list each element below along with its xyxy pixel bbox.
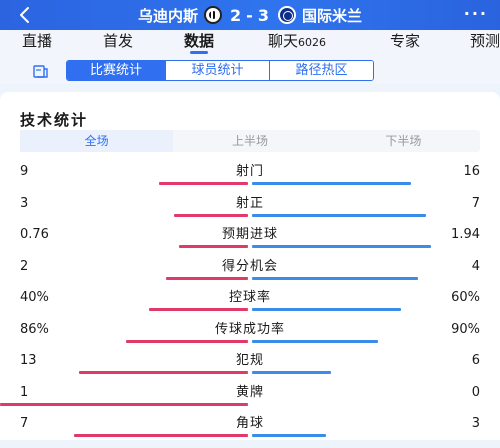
away-team-logo-icon [277, 6, 296, 24]
stat-row: 13 犯规 6 [0, 353, 500, 385]
home-score: 2 [230, 5, 243, 25]
period-first-half[interactable]: 上半场 [231, 134, 268, 148]
home-stat-value: 0.76 [20, 227, 49, 242]
tab-chat-label: 聊天 [268, 32, 299, 50]
away-stat-value: 7 [471, 195, 480, 211]
tab-predict-label: 预测 [470, 32, 500, 50]
home-stat-bar [126, 339, 248, 343]
away-stat-value: 4 [471, 258, 480, 274]
stat-row: 0.76 预期进球 1.94 [0, 227, 500, 259]
stat-label: 射门 [235, 164, 264, 179]
stat-label: 控球率 [228, 290, 271, 305]
home-stat-value: 13 [20, 353, 37, 368]
home-team-logo-icon [204, 6, 223, 24]
period-second-half[interactable]: 下半场 [385, 134, 422, 148]
stat-label: 传球成功率 [214, 321, 285, 337]
away-stat-bar [252, 339, 378, 343]
away-stat-value: 3 [471, 416, 480, 431]
away-stat-bar [252, 434, 326, 437]
away-stat-bar [252, 245, 431, 248]
chat-count: 6026 [298, 36, 327, 49]
away-stat-value: 90% [451, 321, 480, 337]
stat-label: 得分机会 [221, 258, 278, 274]
home-team-name: 乌迪内斯 [138, 6, 199, 25]
away-stat-bar [252, 371, 331, 374]
home-stat-bar [174, 213, 248, 217]
away-stat-value: 60% [451, 290, 480, 305]
stat-row: 7 角球 3 [0, 416, 500, 448]
home-stat-value: 7 [20, 416, 29, 431]
stat-label: 角球 [235, 416, 264, 431]
main-tabs: 直播 首发 数据 聊天6026 专家 预测 [0, 30, 500, 56]
stat-label: 射正 [235, 195, 264, 211]
home-stat-bar [166, 276, 248, 280]
document-icon[interactable] [33, 63, 48, 78]
tab-experts[interactable]: 专家 [390, 30, 420, 56]
home-stat-value: 3 [20, 195, 29, 211]
home-stat-bar [159, 182, 248, 185]
stat-row: 9 射门 16 [0, 164, 500, 196]
more-options-icon[interactable]: ··· [463, 4, 488, 23]
away-stat-value: 16 [463, 164, 480, 179]
tab-lineup[interactable]: 首发 [103, 30, 133, 56]
away-stat-bar [252, 182, 411, 185]
sub-tab-bar: 比赛统计 球员统计 路径热区 [0, 56, 500, 84]
tab-lineup-label: 首发 [103, 32, 134, 50]
stat-label: 犯规 [235, 353, 264, 368]
tab-predict[interactable]: 预测 [470, 30, 500, 56]
score-separator: - [246, 5, 254, 25]
match-scoreline: 乌迪内斯 2 - 3 国际米兰 [100, 0, 400, 30]
subtab-player-stats[interactable]: 球员统计 [165, 61, 269, 80]
section-title: 技术统计 [20, 111, 89, 129]
tab-experts-label: 专家 [390, 32, 421, 50]
away-team-name: 国际米兰 [301, 6, 362, 25]
tab-data[interactable]: 数据 [184, 30, 214, 56]
away-score: 3 [257, 5, 270, 25]
tab-live[interactable]: 直播 [22, 30, 52, 56]
away-stat-bar [252, 213, 426, 217]
stat-row: 40% 控球率 60% [0, 290, 500, 322]
away-stat-value: 0 [471, 384, 480, 400]
period-full[interactable]: 全场 [20, 130, 174, 152]
away-stat-bar [252, 308, 401, 311]
stat-label: 预期进球 [221, 227, 278, 242]
tab-chat[interactable]: 聊天6026 [268, 30, 326, 56]
subtab-heatmap[interactable]: 路径热区 [269, 61, 373, 80]
stats-segmented-control: 比赛统计 球员统计 路径热区 [66, 60, 374, 81]
home-stat-bar [149, 308, 248, 311]
stat-row: 1 黄牌 0 [0, 385, 500, 417]
back-arrow-icon[interactable] [16, 6, 34, 24]
period-selector: 全场 上半场 下半场 [20, 130, 480, 152]
stat-label: 黄牌 [235, 384, 264, 400]
away-stat-value: 1.94 [451, 227, 480, 242]
home-stat-value: 40% [20, 290, 49, 305]
home-stat-bar [0, 402, 248, 406]
stat-row: 2 得分机会 4 [0, 259, 500, 291]
away-stat-value: 6 [471, 353, 480, 368]
stat-row: 3 射正 7 [0, 196, 500, 228]
tab-data-label: 数据 [184, 32, 215, 50]
home-stat-value: 2 [20, 258, 29, 274]
stat-row: 86% 传球成功率 90% [0, 322, 500, 354]
home-stat-bar [179, 245, 248, 248]
tab-live-label: 直播 [22, 32, 53, 50]
home-stat-value: 1 [20, 384, 29, 400]
home-stat-bar [79, 371, 248, 374]
home-stat-value: 9 [20, 164, 29, 179]
home-stat-bar [74, 434, 248, 437]
away-stat-bar [252, 276, 418, 280]
home-stat-value: 86% [20, 321, 49, 337]
match-header: 乌迪内斯 2 - 3 国际米兰 ··· [0, 0, 500, 30]
subtab-match-stats[interactable]: 比赛统计 [67, 61, 165, 80]
